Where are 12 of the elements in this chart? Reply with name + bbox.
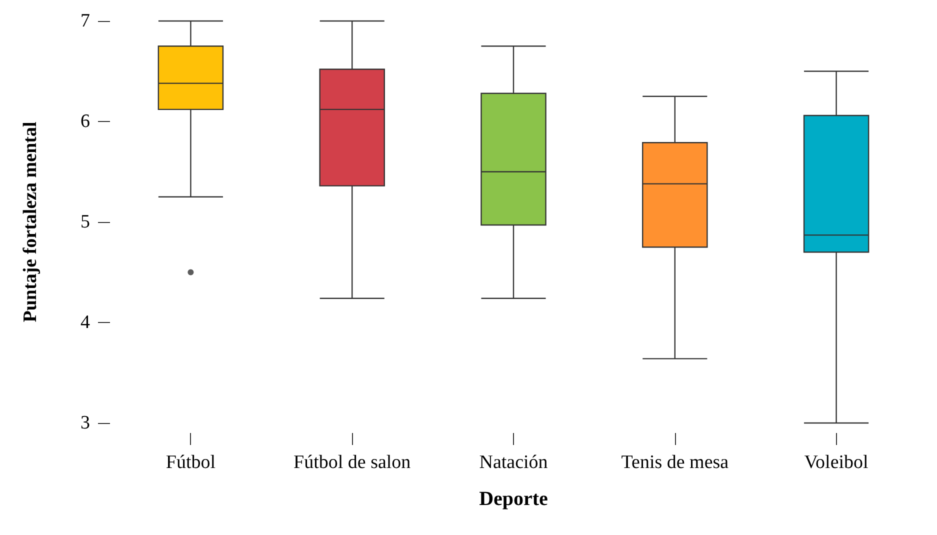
y-tick-label: 3 [80,412,90,434]
x-tick-label: Fútbol [166,452,216,473]
x-tick-label: Tenis de mesa [621,452,730,473]
x-tick-label: Fútbol de salon [294,452,412,473]
y-tick-label: 4 [80,312,90,333]
y-tick-label: 6 [80,111,90,132]
x-tick-label: Natación [479,452,548,473]
y-tick-label: 7 [80,10,90,32]
x-axis-title: Deporte [479,488,548,510]
y-tick-label: 5 [80,212,90,232]
x-tick-label: Voleibol [804,452,868,473]
y-axis-title: Puntaje fortaleza mental [20,122,41,322]
